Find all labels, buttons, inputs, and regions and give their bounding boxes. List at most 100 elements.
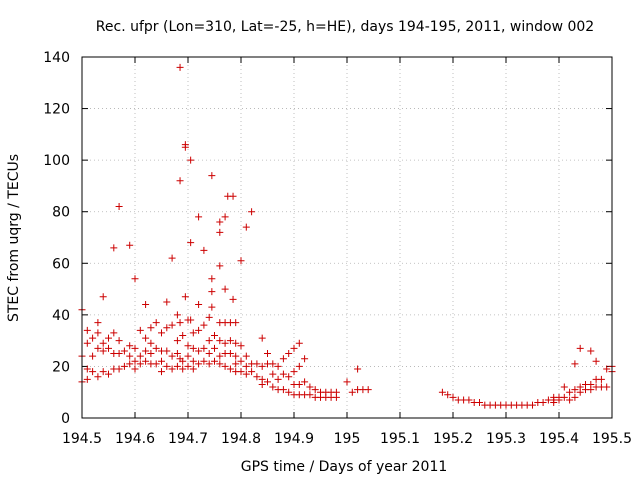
data-point [211,344,218,352]
data-point [99,368,107,376]
data-point [200,357,208,365]
data-point [176,319,184,327]
data-point [94,329,102,337]
data-point [258,380,266,388]
data-point [147,324,155,332]
data-point [229,295,237,303]
data-point [173,362,181,370]
data-point [226,365,234,373]
data-point [208,275,216,283]
data-point [147,350,155,358]
data-point [587,347,595,355]
data-point [232,339,240,347]
x-tick-label: 195 [334,431,361,447]
data-point [216,218,224,226]
data-point [105,344,112,352]
plot-frame [81,56,613,419]
data-point [306,391,314,399]
data-point [158,329,165,337]
data-point [142,357,150,365]
data-point [221,362,229,370]
data-point [221,339,229,347]
data-point [274,375,282,383]
data-point [131,357,139,365]
data-point [211,357,218,365]
data-point [176,63,184,71]
data-point [163,298,171,306]
data-point [237,368,245,376]
data-point [99,339,107,347]
data-point [83,326,91,334]
x-tick-label: 194.8 [221,431,261,447]
data-point [603,365,611,373]
data-point [306,383,314,391]
data-point [195,347,203,355]
data-point [136,326,144,334]
data-point [295,380,303,388]
data-point [274,362,282,370]
data-point [269,370,277,378]
data-point [189,365,197,373]
data-point [566,388,574,396]
data-point [89,334,97,342]
data-point [285,373,293,381]
data-point [571,360,579,368]
data-point [131,344,139,352]
data-point [195,301,203,309]
data-point [184,362,192,370]
data-point [189,329,197,337]
data-point [576,344,584,352]
data-point [311,386,319,394]
y-tick-label: 0 [61,411,70,427]
data-point [571,386,579,394]
data-point [221,285,229,293]
data-point [211,331,218,339]
data-point [126,241,134,249]
data-point [163,324,171,332]
data-point [253,373,261,381]
data-point [264,378,271,386]
x-tick-label: 195.3 [486,431,526,447]
data-point [571,393,579,401]
data-point [216,352,224,360]
y-tick-label: 20 [52,359,70,375]
grid [82,57,612,418]
data-point [83,375,91,383]
data-point [566,396,574,404]
data-point [242,362,250,370]
data-point [258,362,266,370]
data-point [168,321,176,329]
data-point [195,213,203,221]
data-point [301,378,309,386]
data-point [195,360,203,368]
data-point [343,378,351,386]
data-point [189,357,197,365]
data-point [232,360,240,368]
data-point [99,293,107,301]
data-point [269,383,277,391]
data-point [242,352,250,360]
data-point [279,386,287,394]
data-point [285,388,293,396]
data-point [136,352,144,360]
y-tick-label: 100 [43,153,70,169]
tick-labels: 194.5 194.6 194.7 194.8 194.9 195 195.1 195.2 19… [43,50,632,447]
data-point [603,383,611,391]
x-tick-label: 195.2 [433,431,473,447]
data-point [555,396,563,404]
x-tick-label: 195.5 [592,431,632,447]
data-point [560,393,568,401]
data-point [539,399,547,407]
data-point [200,246,208,254]
data-point [592,357,600,365]
data-point [221,213,229,221]
data-point [152,319,160,327]
data-point [184,352,192,360]
data-point [444,391,452,399]
data-point [168,254,176,262]
data-point [237,357,245,365]
data-point [189,344,197,352]
data-point [173,337,181,345]
data-point [115,203,123,211]
data-point [295,362,303,370]
